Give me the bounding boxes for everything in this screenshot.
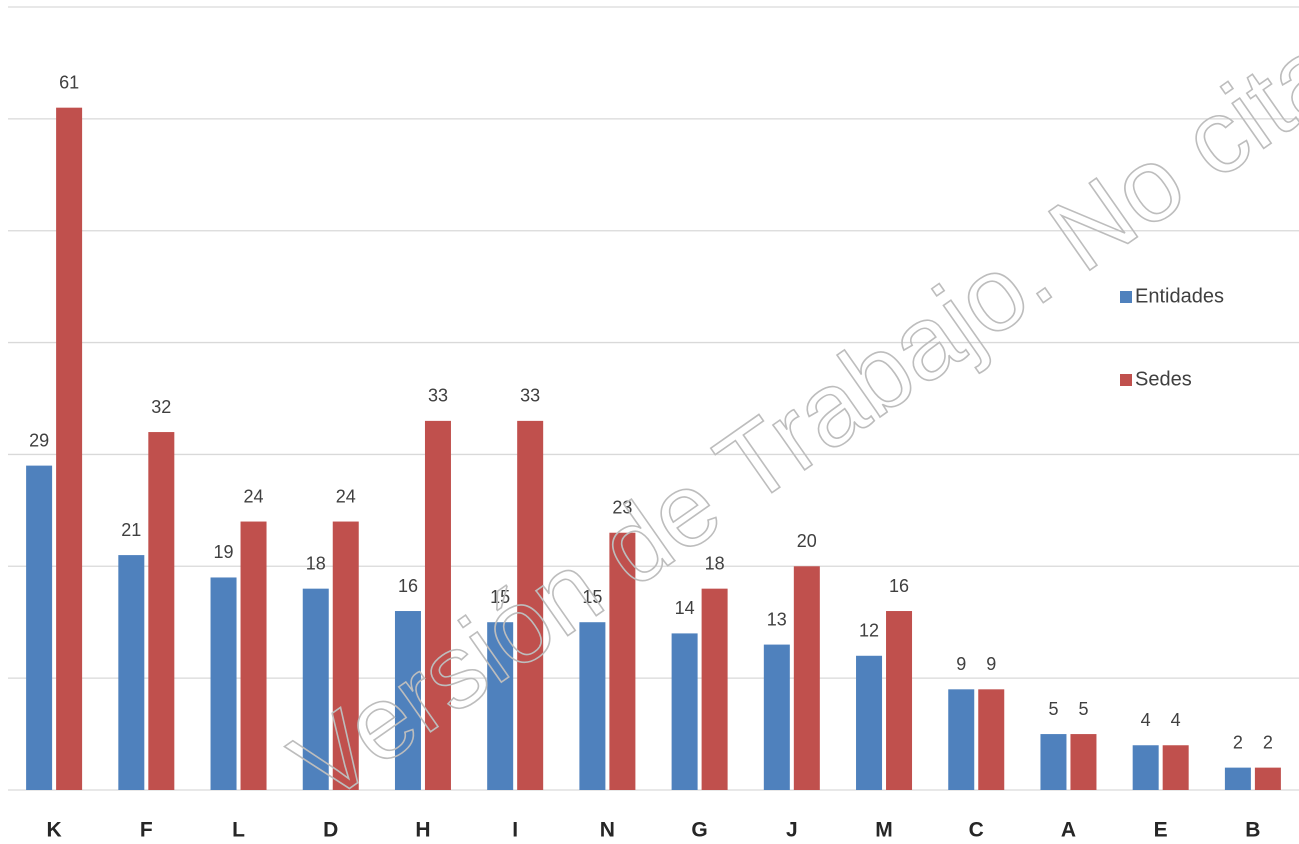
bar (517, 420, 544, 790)
data-label: 19 (214, 542, 234, 562)
legend-swatch (1120, 291, 1132, 303)
data-label: 9 (986, 654, 996, 674)
plot-area: K2961F2132L1924D1824H1633I1533N1523G1418… (8, 6, 1299, 842)
data-label: 14 (675, 598, 695, 618)
data-label: 18 (705, 553, 725, 573)
data-label: 15 (582, 587, 602, 607)
legend-label: Entidades (1135, 285, 1224, 307)
data-label: 2 (1263, 732, 1273, 752)
data-label: 32 (151, 397, 171, 417)
data-label: 21 (121, 520, 141, 540)
bar (1070, 734, 1097, 790)
data-label: 9 (956, 654, 966, 674)
data-label: 24 (244, 486, 264, 506)
bar (1040, 734, 1067, 790)
x-tick-label: K (47, 819, 62, 842)
data-label: 20 (797, 531, 817, 551)
bar (56, 107, 83, 790)
bar (978, 689, 1005, 790)
bar (487, 622, 514, 790)
bar (1132, 745, 1159, 790)
bar (579, 622, 606, 790)
bar (671, 633, 698, 790)
bar (118, 555, 145, 790)
x-tick-label: E (1154, 819, 1168, 842)
data-label: 33 (520, 386, 540, 406)
bar (1224, 767, 1251, 790)
bar (240, 521, 267, 790)
data-label: 5 (1078, 699, 1088, 719)
data-label: 24 (336, 486, 356, 506)
data-label: 13 (767, 609, 787, 629)
data-label: 23 (612, 497, 632, 517)
x-tick-label: M (875, 819, 893, 842)
x-tick-label: B (1245, 819, 1260, 842)
x-tick-label: I (512, 819, 518, 842)
x-tick-label: G (691, 819, 707, 842)
data-label: 33 (428, 386, 448, 406)
x-tick-label: N (600, 819, 615, 842)
bar (332, 521, 359, 790)
x-tick-label: L (232, 819, 245, 842)
x-tick-label: F (140, 819, 153, 842)
legend-label: Sedes (1135, 368, 1192, 390)
x-tick-label: J (786, 819, 798, 842)
bar (148, 432, 175, 790)
data-label: 2 (1233, 732, 1243, 752)
x-tick-label: C (969, 819, 984, 842)
bar (394, 611, 421, 790)
x-tick-label: A (1061, 819, 1076, 842)
bar (609, 532, 636, 790)
data-label: 16 (398, 576, 418, 596)
data-label: 5 (1048, 699, 1058, 719)
bar (26, 465, 53, 790)
bar (948, 689, 975, 790)
data-label: 4 (1141, 710, 1151, 730)
bar (1162, 745, 1189, 790)
bar (793, 566, 820, 790)
data-label: 18 (306, 553, 326, 573)
bar (302, 588, 329, 790)
data-label: 15 (490, 587, 510, 607)
bar (424, 420, 451, 790)
data-label: 61 (59, 72, 79, 92)
x-tick-label: H (415, 819, 430, 842)
bar (1254, 767, 1281, 790)
bar (763, 644, 790, 790)
data-label: 4 (1171, 710, 1181, 730)
x-tick-label: D (323, 819, 338, 842)
bar (701, 588, 728, 790)
legend-swatch (1120, 374, 1132, 386)
bar (886, 611, 913, 790)
bar (210, 577, 237, 790)
data-label: 12 (859, 621, 879, 641)
bar (856, 655, 883, 790)
data-label: 29 (29, 430, 49, 450)
data-label: 16 (889, 576, 909, 596)
